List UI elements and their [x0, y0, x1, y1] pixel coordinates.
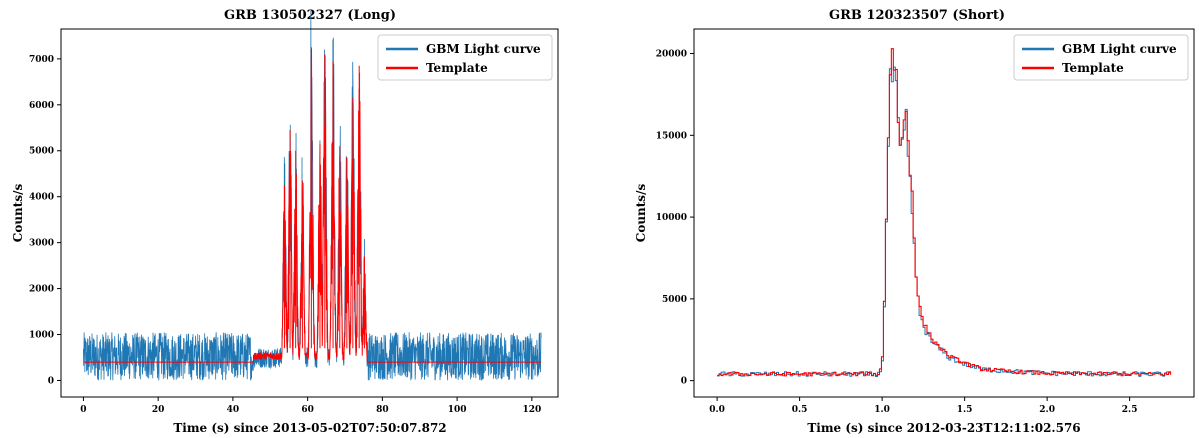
left-panel: GRB 130502327 (Long) 0 20 40 60 80 100 120 0 100… [11, 8, 559, 435]
left-x-tick-label: 40 [227, 405, 240, 415]
right-y-tick-label: 20000 [656, 50, 687, 60]
right-x-tick-label: 2.5 [1122, 405, 1138, 415]
left-ticks: 0 20 40 60 80 100 120 0 1000 2000 3000 4000 5000 6000… [29, 55, 541, 415]
left-y-tick-label: 4000 [29, 193, 54, 203]
right-ticks: 0.0 0.5 1.0 1.5 2.0 2.5 0 5000 10000 15000 20000 [656, 50, 1138, 415]
left-y-tick-label: 5000 [29, 147, 54, 157]
right-legend-label-light-curve: GBM Light curve [1062, 42, 1177, 56]
left-y-tick-label: 0 [48, 376, 54, 386]
left-plot-area [83, 10, 542, 381]
right-series-light-curve [717, 66, 1172, 378]
right-x-tick-label: 0.0 [709, 405, 725, 415]
left-x-tick-label: 0 [80, 405, 86, 415]
left-y-tick-label: 1000 [29, 331, 54, 341]
right-axes-frame [693, 28, 1195, 398]
right-x-tick-label: 0.5 [792, 405, 808, 415]
right-legend-box [1013, 34, 1189, 81]
left-y-tick-label: 6000 [29, 101, 54, 111]
left-x-tick-label: 20 [152, 405, 165, 415]
right-y-tick-label: 5000 [662, 295, 687, 305]
right-x-tick-label: 2.0 [1039, 405, 1055, 415]
left-x-tick-label: 120 [522, 405, 541, 415]
right-x-tick-label: 1.5 [957, 405, 973, 415]
right-legend: GBM Light curve Template [1013, 34, 1189, 81]
right-series-template [717, 48, 1172, 377]
left-x-tick-label: 80 [376, 405, 389, 415]
left-x-tick-label: 60 [301, 405, 314, 415]
right-y-tick-label: 15000 [656, 131, 687, 141]
right-plot-area [717, 48, 1172, 378]
right-y-tick-label: 0 [681, 377, 687, 387]
left-legend-label-template: Template [426, 61, 488, 75]
left-legend-box [377, 34, 553, 81]
left-legend: GBM Light curve Template [377, 34, 553, 81]
right-chart-title: GRB 120323507 (Short) [829, 8, 1005, 23]
left-y-axis-label: Counts/s [11, 184, 25, 243]
left-axes-frame [60, 28, 559, 398]
left-chart-title: GRB 130502327 (Long) [224, 8, 396, 23]
right-y-axis-label: Counts/s [634, 184, 648, 243]
right-y-tick-label: 10000 [656, 213, 687, 223]
right-x-tick-label: 1.0 [874, 405, 890, 415]
right-x-axis-label: Time (s) since 2012-03-23T12:11:02.576 [807, 421, 1080, 435]
left-y-tick-label: 7000 [29, 55, 54, 65]
right-panel: GRB 120323507 (Short) 0.0 0.5 1.0 1.5 2.0 2.5… [634, 8, 1195, 435]
left-x-axis-label: Time (s) since 2013-05-02T07:50:07.872 [173, 421, 446, 435]
left-series-template [83, 49, 542, 363]
left-x-tick-label: 100 [448, 405, 467, 415]
left-legend-label-light-curve: GBM Light curve [426, 42, 541, 56]
left-y-tick-label: 3000 [29, 239, 54, 249]
right-legend-label-template: Template [1062, 61, 1124, 75]
left-y-tick-label: 2000 [29, 285, 54, 295]
